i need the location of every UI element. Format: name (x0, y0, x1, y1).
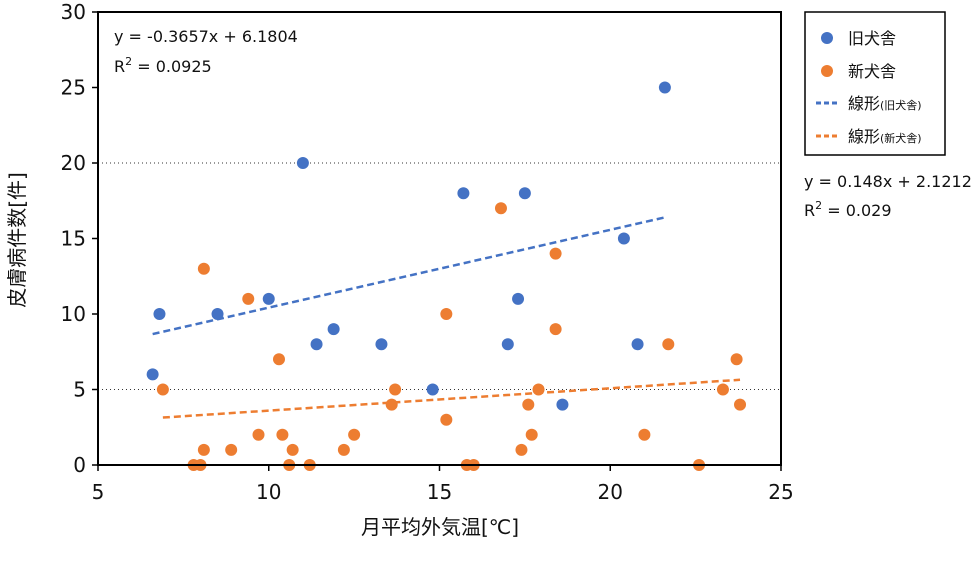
point-old-kennel (262, 292, 275, 305)
trendline-new-kennel (162, 378, 741, 419)
point-new-kennel (662, 338, 675, 351)
legend-marker-old (821, 32, 833, 44)
x-axis-label: 月平均外気温[℃] (361, 515, 519, 539)
y-tick-label: 5 (73, 378, 86, 402)
point-new-kennel (638, 428, 651, 441)
point-new-kennel (525, 428, 538, 441)
point-old-kennel (296, 157, 309, 169)
y-tick-label: 20 (61, 151, 86, 175)
legend-label-old: 旧犬舎 (848, 29, 896, 48)
trend-r2-old: R2 = 0.0925 (114, 55, 212, 76)
point-new-kennel (385, 398, 398, 411)
point-old-kennel (512, 292, 525, 305)
point-new-kennel (197, 262, 210, 275)
point-new-kennel (156, 383, 169, 396)
y-tick-label: 0 (73, 453, 86, 477)
point-new-kennel (272, 353, 285, 366)
grid-lines (98, 162, 781, 390)
plot-frame (97, 11, 782, 466)
y-tick-label: 15 (61, 227, 86, 251)
trendline-old-kennel (152, 216, 666, 336)
x-tick-labels: 5 10 15 20 25 (92, 465, 794, 504)
legend-trend-old: 線形(旧犬舎) (848, 94, 922, 113)
y-axis-label: 皮膚病件数[件] (5, 172, 29, 308)
x-tick-label: 5 (92, 480, 105, 504)
point-new-kennel (494, 202, 507, 215)
point-old-kennel (375, 338, 388, 351)
x-tick-label: 25 (768, 480, 793, 504)
point-new-kennel (716, 383, 729, 396)
point-old-kennel (153, 308, 166, 320)
point-new-kennel (389, 383, 402, 396)
legend-trend-old-main: 線形 (848, 94, 880, 113)
point-old-kennel (310, 338, 323, 351)
point-new-kennel (197, 443, 210, 456)
point-old-kennel (426, 383, 439, 396)
y-tick-labels: 0 5 10 15 20 25 30 (61, 0, 98, 477)
r2-superscript-new: 2 (815, 199, 822, 212)
point-new-kennel (440, 308, 453, 320)
point-old-kennel (211, 308, 224, 320)
legend-label-new: 新犬舎 (848, 62, 896, 81)
r2-superscript-old: 2 (125, 55, 132, 68)
point-new-kennel (252, 428, 265, 441)
point-old-kennel (518, 187, 531, 200)
r2-label-old: R (114, 57, 125, 76)
r2-value-new: = 0.029 (822, 201, 891, 220)
data-points (146, 81, 747, 471)
y-tick-label: 25 (61, 76, 86, 100)
trend-equation-new: y = 0.148x + 2.1212 (804, 172, 972, 191)
y-tick-label: 10 (61, 302, 86, 326)
point-new-kennel (225, 443, 238, 456)
point-new-kennel (549, 247, 562, 260)
trendlines (152, 216, 741, 419)
point-new-kennel (286, 443, 299, 456)
point-new-kennel (532, 383, 545, 396)
point-old-kennel (501, 338, 514, 351)
r2-label-new: R (804, 201, 815, 220)
point-new-kennel (348, 428, 361, 441)
point-new-kennel (440, 413, 453, 426)
point-old-kennel (327, 323, 340, 336)
x-tick-label: 10 (256, 480, 281, 504)
point-new-kennel (730, 353, 743, 366)
legend-marker-new (821, 65, 833, 77)
point-old-kennel (617, 232, 630, 245)
y-tick-label: 30 (61, 0, 86, 24)
point-new-kennel (337, 443, 350, 456)
x-tick-label: 15 (427, 480, 452, 504)
point-old-kennel (556, 398, 569, 411)
legend: 旧犬舎 新犬舎 線形(旧犬舎) 線形(新犬舎) (804, 11, 946, 156)
legend-trend-new-main: 線形 (848, 127, 880, 146)
point-new-kennel (734, 398, 747, 411)
point-new-kennel (549, 323, 562, 336)
r2-value-old: = 0.0925 (132, 57, 212, 76)
trend-equation-old: y = -0.3657x + 6.1804 (114, 27, 298, 46)
point-new-kennel (522, 398, 535, 411)
legend-trend-new-sub: (新犬舎) (880, 131, 922, 145)
point-old-kennel (658, 81, 671, 94)
point-new-kennel (276, 428, 289, 441)
point-old-kennel (631, 338, 644, 351)
point-old-kennel (146, 368, 159, 381)
point-new-kennel (515, 443, 528, 456)
x-tick-label: 20 (598, 480, 623, 504)
trend-r2-new: R2 = 0.029 (804, 199, 892, 220)
legend-trend-old-sub: (旧犬舎) (880, 98, 922, 112)
point-new-kennel (242, 292, 255, 305)
legend-trend-new: 線形(新犬舎) (848, 127, 922, 146)
point-old-kennel (457, 187, 470, 200)
